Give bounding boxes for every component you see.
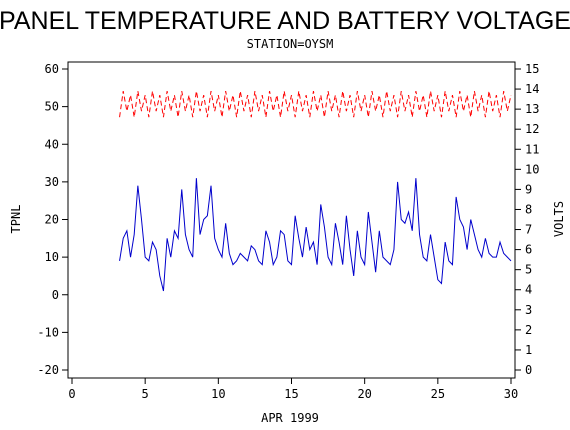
y2-tick-label: 15 [525,62,539,76]
y-tick-label: 50 [45,100,59,114]
y2-tick-label: 12 [525,122,539,136]
y2-tick-label: 5 [525,263,532,277]
y2-tick-label: 9 [525,182,532,196]
x-tick-label: 5 [142,387,149,401]
data-line [119,178,512,292]
y-tick-label: -10 [37,325,59,339]
y2-tick-label: 11 [525,142,539,156]
y-tick-label: 20 [45,213,59,227]
y2-tick-label: 7 [525,223,532,237]
y2-tick-label: 13 [525,102,539,116]
y-tick-label: 40 [45,137,59,151]
y2-tick-label: 3 [525,303,532,317]
x-tick-label: 15 [284,387,298,401]
y-tick-label: 0 [52,288,59,302]
y2-tick-label: 2 [525,323,532,337]
y-tick-label: 10 [45,250,59,264]
x-tick-label: 20 [357,387,371,401]
y2-tick-label: 4 [525,283,532,297]
data-line [119,90,512,118]
y2-tick-label: 10 [525,162,539,176]
y-tick-label: 30 [45,175,59,189]
y2-tick-label: 8 [525,202,532,216]
y2-tick-label: 0 [525,363,532,377]
y2-tick-label: 1 [525,343,532,357]
y-tick-label: 60 [45,62,59,76]
y-tick-label: -20 [37,363,59,377]
chart-subtitle: STATION=OYSM [247,37,334,51]
x-tick-label: 0 [68,387,75,401]
x-tick-label: 25 [431,387,445,401]
x-axis-label: APR 1999 [261,411,319,425]
y2-tick-label: 6 [525,243,532,257]
chart-title: PANEL TEMPERATURE AND BATTERY VOLTAGE [0,7,570,35]
x-tick-label: 30 [504,387,518,401]
y-axis-label: TPNL [9,205,23,234]
x-tick-label: 10 [211,387,225,401]
y2-axis-label: VOLTS [552,201,566,237]
y2-tick-label: 14 [525,82,539,96]
